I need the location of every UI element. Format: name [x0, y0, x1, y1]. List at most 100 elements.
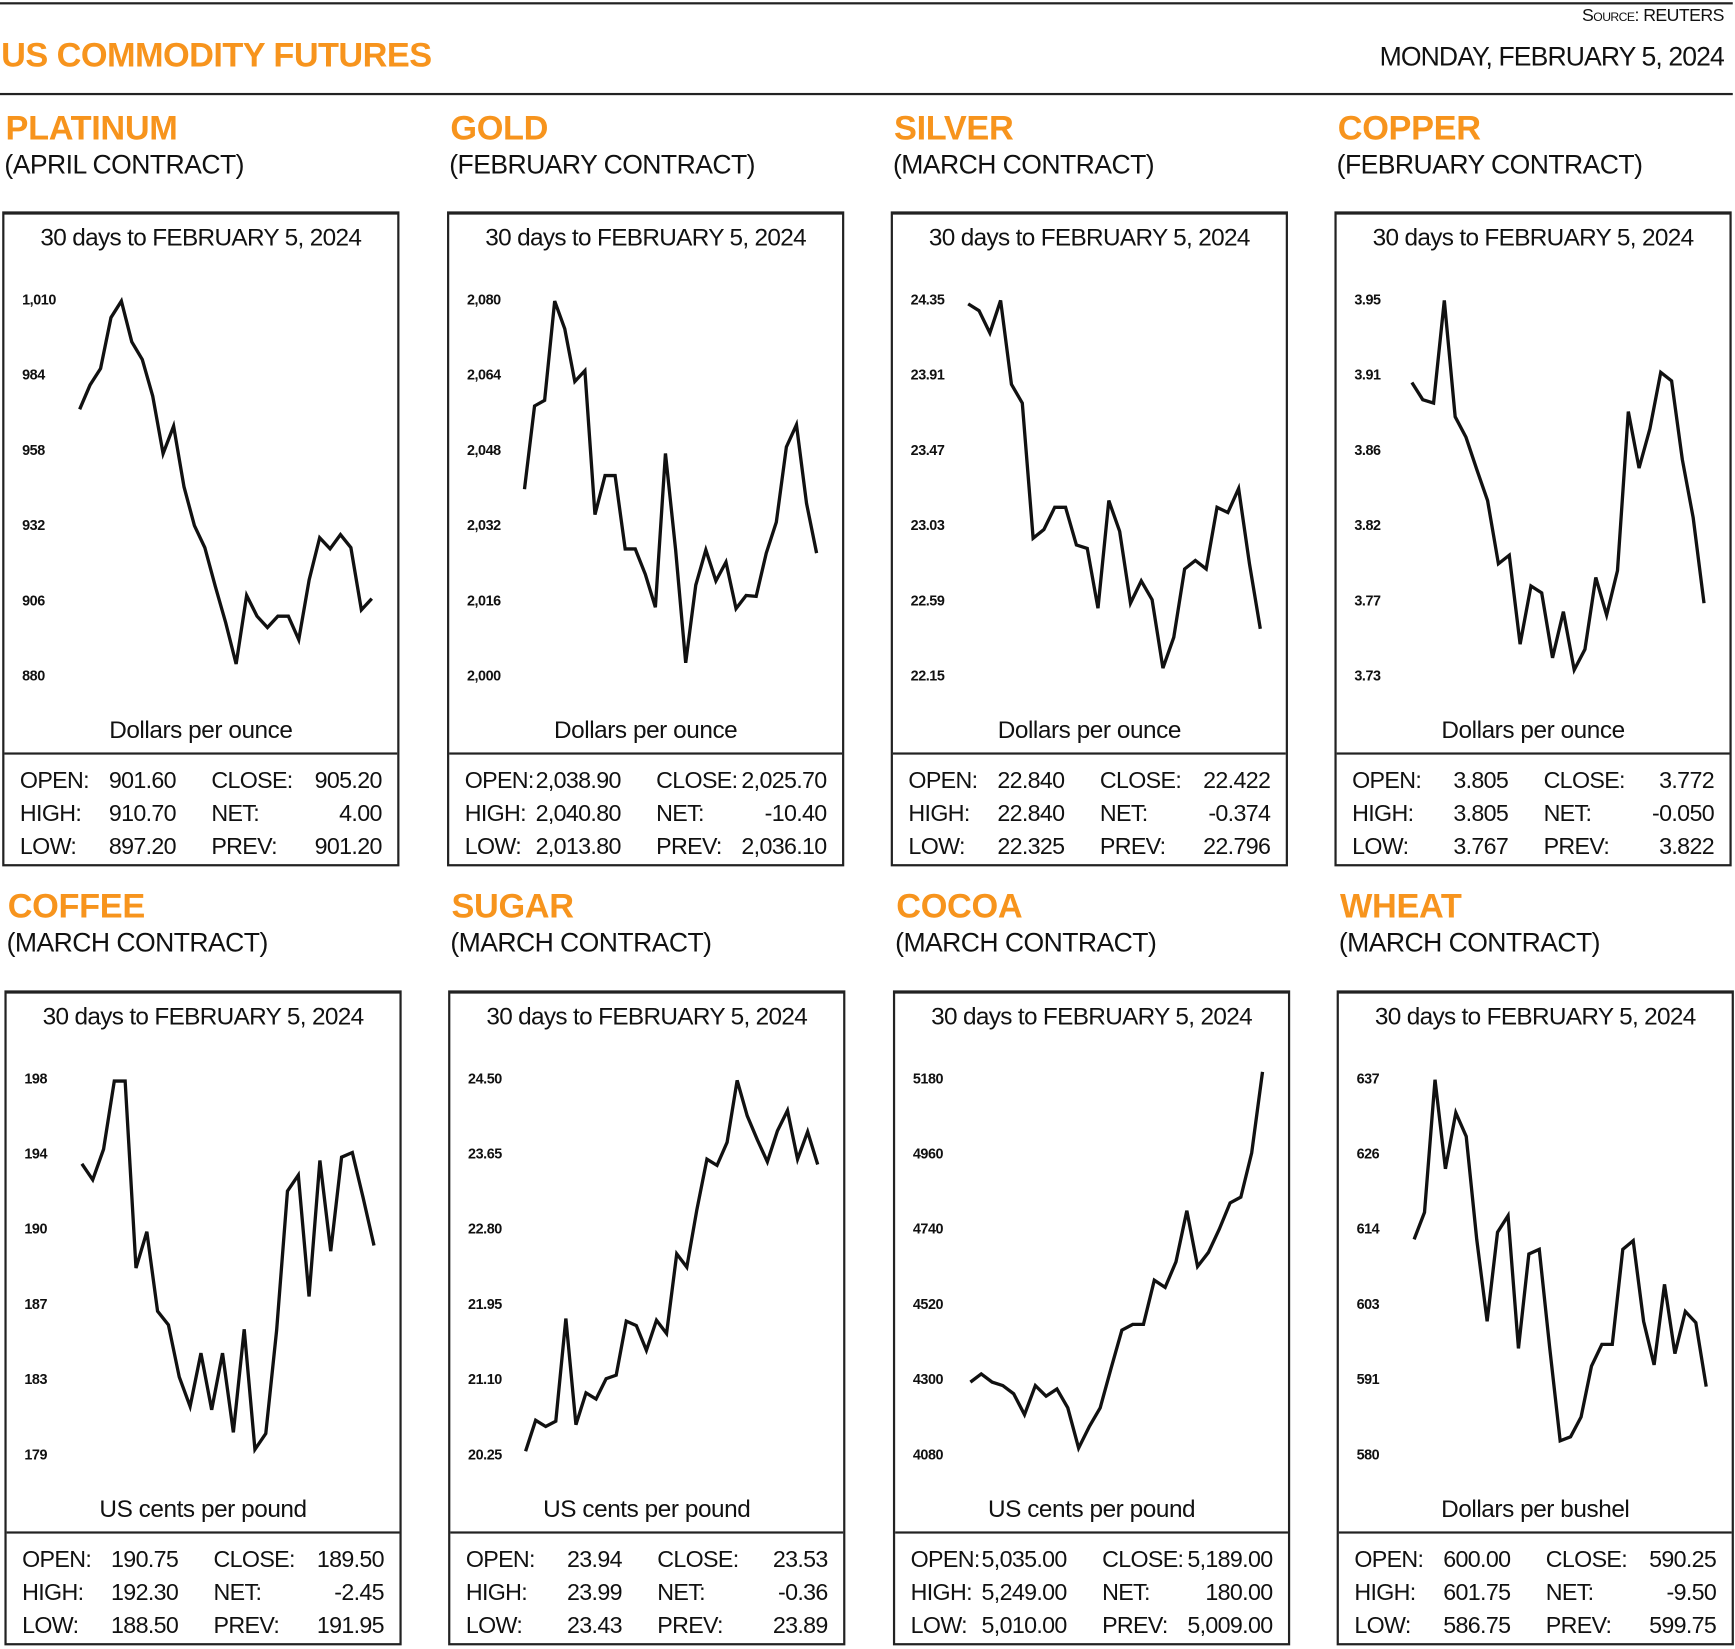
- coffee-net-value: -2.45: [334, 1580, 384, 1606]
- silver-net-value: -0.374: [1208, 801, 1271, 827]
- coffee-close-value: 189.50: [316, 1546, 385, 1573]
- silver-prev-label: PREV:: [1099, 834, 1166, 860]
- wheat-open-value: 600.00: [1443, 1546, 1511, 1573]
- platinum-net-value: 4.00: [339, 801, 382, 827]
- gold-y-tick-label: 2,064: [467, 368, 501, 384]
- cocoa-name: COCOA: [896, 886, 1023, 926]
- copper-open-value: 3.805: [1453, 767, 1509, 794]
- gold-high-label: HIGH:: [464, 801, 527, 827]
- platinum-price-line: [78, 296, 374, 665]
- platinum-low-value: 897.20: [108, 834, 177, 860]
- copper-y-tick-label: 3.86: [1354, 443, 1381, 459]
- sugar-y-tick-label: 20.25: [468, 1447, 502, 1463]
- silver-low-value: 22.325: [997, 834, 1065, 860]
- wheat-contract: (MARCH CONTRACT): [1338, 928, 1601, 959]
- gold-net-label: NET:: [656, 801, 704, 827]
- sugar-y-tick-label: 23.65: [468, 1147, 502, 1163]
- platinum-net-label: NET:: [211, 801, 260, 827]
- silver-y-tick-label: 23.47: [911, 443, 945, 459]
- cocoa-y-tick-label: 4300: [913, 1372, 944, 1388]
- platinum-y-tick-label: 958: [22, 443, 45, 459]
- gold-chart-panel: 30 days to FEBRUARY 5, 2024 2,080 2,064 2,0…: [447, 211, 845, 867]
- sugar-low-label: LOW:: [465, 1613, 523, 1639]
- wheat-y-tick-label: 603: [1357, 1297, 1380, 1313]
- coffee-y-tick-label: 190: [24, 1222, 47, 1238]
- platinum-chart-panel: 30 days to FEBRUARY 5, 2024 1,010 984 958 93…: [2, 211, 400, 867]
- copper-y-tick-label: 3.95: [1354, 292, 1381, 308]
- wheat-open-label: OPEN:: [1354, 1546, 1424, 1573]
- wheat-net-label: NET:: [1545, 1580, 1594, 1606]
- copper-y-tick-label: 3.82: [1354, 518, 1381, 534]
- cocoa-high-label: HIGH:: [910, 1580, 973, 1606]
- copper-unit-label: Dollars per ounce: [1441, 715, 1625, 744]
- cocoa-chart-panel: 30 days to FEBRUARY 5, 2024 5180 4960 4740 4…: [892, 990, 1291, 1646]
- sugar-net-label: NET:: [657, 1580, 705, 1606]
- sugar-contract: (MARCH CONTRACT): [450, 928, 712, 959]
- sugar-y-tick-label: 21.95: [468, 1297, 502, 1313]
- sugar-y-tick-label: 22.80: [468, 1222, 502, 1238]
- silver-name: SILVER: [894, 108, 1014, 148]
- sugar-open-value: 23.94: [567, 1546, 622, 1573]
- silver-contract: (MARCH CONTRACT): [892, 150, 1155, 181]
- wheat-close-label: CLOSE:: [1545, 1546, 1628, 1573]
- silver-prev-value: 22.796: [1203, 834, 1271, 860]
- coffee-chart-panel: 30 days to FEBRUARY 5, 2024 198 194 190 187 1…: [4, 990, 402, 1646]
- silver-open-value: 22.840: [997, 767, 1065, 794]
- sugar-low-value: 23.43: [567, 1613, 622, 1639]
- coffee-close-label: CLOSE:: [213, 1546, 296, 1573]
- cocoa-price-line: [969, 1071, 1265, 1453]
- copper-net-value: -0.050: [1652, 801, 1715, 827]
- cocoa-prev-label: PREV:: [1102, 1613, 1168, 1639]
- platinum-y-tick-label: 880: [22, 668, 45, 684]
- sugar-chart-panel: 30 days to FEBRUARY 5, 2024 24.50 23.65 22.…: [448, 990, 846, 1646]
- copper-stats-divider: [1336, 752, 1730, 755]
- gold-net-value: -10.40: [764, 801, 828, 827]
- silver-stats-divider: [892, 752, 1286, 755]
- gold-high-value: 2,040.80: [535, 801, 622, 827]
- gold-open-value: 2,038.90: [535, 767, 622, 794]
- gold-close-label: CLOSE:: [656, 767, 738, 794]
- coffee-y-tick-label: 187: [24, 1297, 47, 1313]
- coffee-y-tick-label: 183: [24, 1372, 47, 1388]
- cocoa-unit-label: US cents per pound: [987, 1494, 1196, 1523]
- coffee-high-value: 192.30: [111, 1580, 179, 1606]
- gold-contract: (FEBRUARY CONTRACT): [449, 150, 755, 181]
- silver-chart-panel: 30 days to FEBRUARY 5, 2024 24.35 23.91 23.…: [890, 211, 1288, 867]
- copper-price-line: [1410, 300, 1706, 675]
- platinum-y-tick-label: 932: [22, 518, 45, 534]
- platinum-high-label: HIGH:: [19, 801, 82, 827]
- copper-low-label: LOW:: [1352, 834, 1409, 860]
- platinum-low-label: LOW:: [19, 834, 77, 860]
- sugar-high-label: HIGH:: [465, 1580, 528, 1606]
- platinum-y-tick-label: 1,010: [22, 292, 56, 308]
- sugar-close-value: 23.53: [772, 1546, 828, 1573]
- cocoa-net-value: 180.00: [1205, 1580, 1273, 1606]
- platinum-contract: (APRIL CONTRACT): [4, 150, 244, 181]
- coffee-y-tick-label: 179: [24, 1447, 47, 1463]
- coffee-low-value: 188.50: [111, 1613, 179, 1639]
- gold-y-tick-label: 2,080: [467, 292, 501, 308]
- coffee-net-label: NET:: [213, 1580, 262, 1606]
- gold-prev-label: PREV:: [656, 834, 722, 860]
- coffee-stats-divider: [6, 1531, 400, 1534]
- top-rule: [0, 2, 1733, 5]
- coffee-contract: (MARCH CONTRACT): [6, 928, 269, 959]
- copper-chart-panel: 30 days to FEBRUARY 5, 2024 3.95 3.91 3.86 3…: [1334, 211, 1732, 867]
- gold-y-tick-label: 2,032: [467, 518, 501, 534]
- cocoa-prev-value: 5,009.00: [1187, 1613, 1273, 1639]
- wheat-name: WHEAT: [1339, 886, 1462, 926]
- platinum-y-tick-label: 906: [22, 593, 45, 609]
- cocoa-low-label: LOW:: [910, 1613, 968, 1639]
- platinum-prev-value: 901.20: [314, 834, 383, 860]
- silver-net-label: NET:: [1099, 801, 1148, 827]
- copper-chart-title: 30 days to FEBRUARY 5, 2024: [1372, 223, 1694, 252]
- copper-name: COPPER: [1337, 108, 1481, 148]
- wheat-unit-label: Dollars per bushel: [1441, 1494, 1630, 1523]
- silver-line-chart: 24.35 23.91 23.47 23.03 22.59 22.15: [911, 292, 1262, 684]
- platinum-line-chart: 1,010 984 958 932 906 880: [22, 292, 374, 684]
- gold-low-value: 2,013.80: [535, 834, 622, 860]
- wheat-y-tick-label: 614: [1357, 1222, 1380, 1238]
- gold-open-label: OPEN:: [464, 767, 535, 794]
- gold-y-tick-label: 2,000: [467, 668, 501, 684]
- cocoa-contract: (MARCH CONTRACT): [895, 928, 1157, 959]
